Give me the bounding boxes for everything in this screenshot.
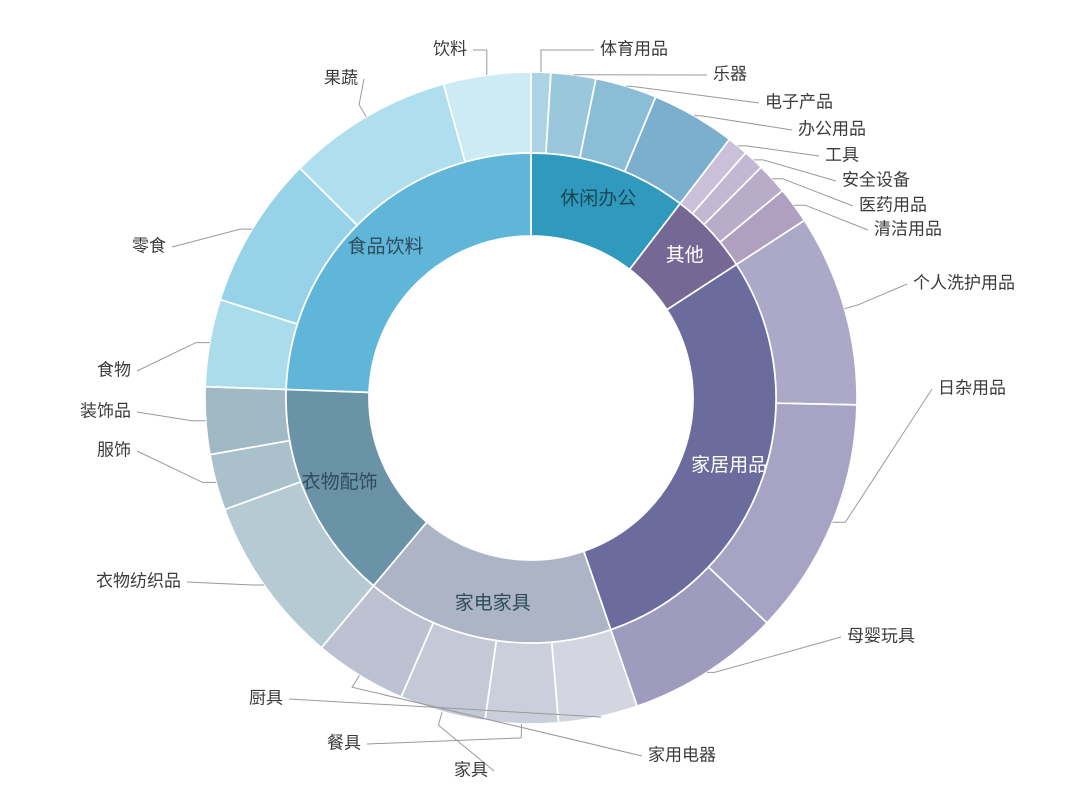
svg-text:其他: 其他: [666, 244, 704, 266]
svg-text:厨具: 厨具: [249, 688, 283, 707]
svg-text:服饰: 服饰: [97, 440, 131, 459]
svg-text:母婴玩具: 母婴玩具: [847, 626, 915, 645]
svg-text:零食: 零食: [132, 236, 166, 255]
svg-text:家用电器: 家用电器: [648, 745, 716, 764]
svg-text:医药用品: 医药用品: [859, 195, 927, 214]
svg-text:工具: 工具: [825, 145, 859, 164]
svg-text:装饰品: 装饰品: [80, 401, 131, 420]
svg-text:休闲办公: 休闲办公: [560, 188, 636, 210]
svg-text:食品饮料: 食品饮料: [347, 235, 423, 257]
svg-text:家电家具: 家电家具: [455, 592, 531, 614]
svg-text:家具: 家具: [454, 760, 488, 779]
svg-text:日杂用品: 日杂用品: [938, 378, 1006, 397]
svg-text:衣物配饰: 衣物配饰: [302, 471, 378, 493]
svg-text:饮料: 饮料: [433, 39, 467, 58]
svg-text:个人洗护用品: 个人洗护用品: [913, 273, 1015, 292]
svg-text:衣物纺织品: 衣物纺织品: [96, 571, 181, 590]
svg-text:家居用品: 家居用品: [691, 454, 767, 476]
svg-text:果蔬: 果蔬: [324, 68, 358, 87]
svg-text:清洁用品: 清洁用品: [874, 219, 942, 238]
svg-text:安全设备: 安全设备: [842, 170, 910, 189]
svg-text:体育用品: 体育用品: [600, 39, 668, 58]
svg-text:乐器: 乐器: [713, 64, 747, 83]
svg-text:食物: 食物: [97, 360, 131, 379]
svg-text:餐具: 餐具: [327, 733, 361, 752]
svg-text:办公用品: 办公用品: [798, 119, 866, 138]
svg-text:电子产品: 电子产品: [765, 92, 833, 111]
